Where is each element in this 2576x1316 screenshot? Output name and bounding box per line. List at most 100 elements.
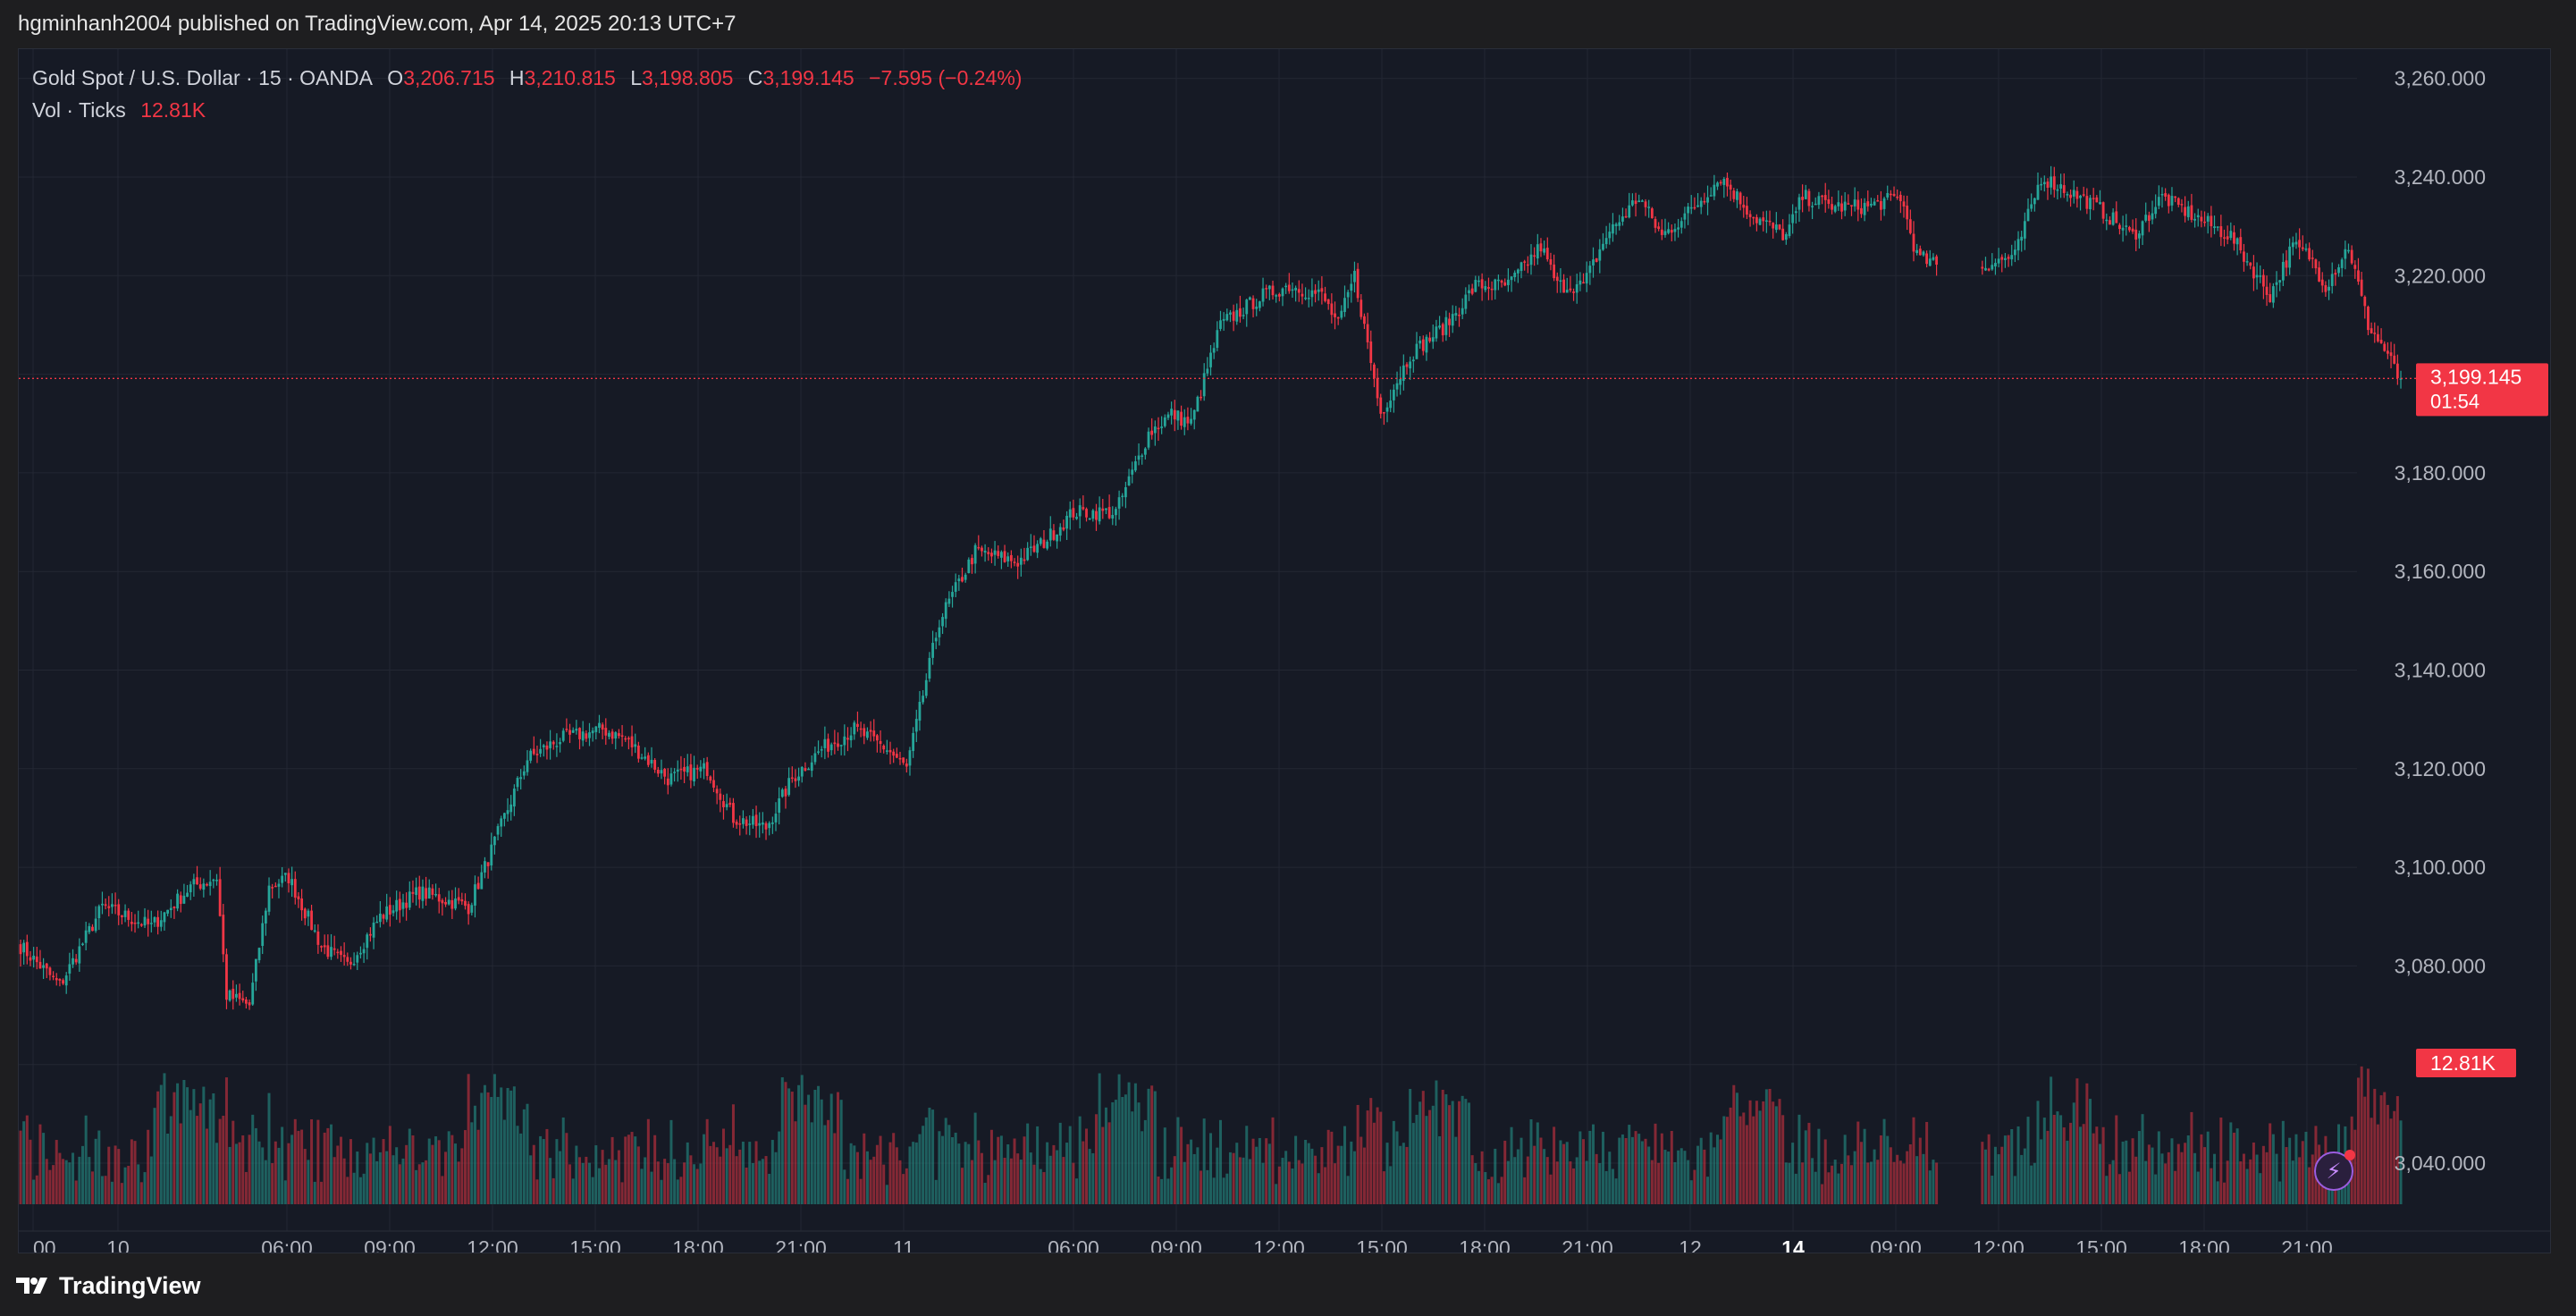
- volume-bar: [1764, 1089, 1768, 1204]
- candle-body: [139, 924, 143, 926]
- candle-body: [866, 731, 869, 738]
- candle-body: [1438, 325, 1441, 328]
- candle-body: [1157, 427, 1160, 430]
- time-tick-label: 12:00: [467, 1236, 518, 1253]
- volume-bar: [1886, 1135, 1890, 1204]
- volume-bar: [1634, 1131, 1637, 1204]
- candle-body: [987, 552, 990, 554]
- volume-bar: [1640, 1141, 1644, 1204]
- volume-bar: [532, 1144, 535, 1204]
- candle-body: [2271, 286, 2275, 303]
- symbol-title[interactable]: Gold Spot / U.S. Dollar · 15 · OANDA: [32, 66, 373, 89]
- volume-bar: [938, 1131, 941, 1204]
- candle-body: [378, 913, 382, 923]
- candle-body: [1202, 373, 1206, 397]
- volume-bar: [1435, 1080, 1438, 1204]
- candle-body: [1595, 257, 1598, 262]
- candle-body: [114, 905, 117, 907]
- lightning-icon[interactable]: ⚡: [2314, 1150, 2355, 1191]
- candle-body: [1029, 546, 1032, 548]
- candle-body: [208, 882, 212, 887]
- candle-body: [660, 770, 663, 774]
- volume-bar: [2311, 1154, 2314, 1204]
- volume-bar: [885, 1185, 888, 1204]
- volume-bar: [1190, 1139, 1193, 1204]
- candle-body: [2278, 280, 2282, 283]
- volume-bar: [218, 1118, 222, 1204]
- volume-bar: [326, 1127, 330, 1204]
- volume-bar: [2108, 1164, 2111, 1204]
- candle-body: [1163, 417, 1166, 426]
- volume-bar: [362, 1173, 366, 1204]
- time-tick-label: 21:00: [775, 1236, 827, 1253]
- time-axis[interactable]: 00 10 06:00 09:00 12:00 15:00 18:00 21:00 11 06:0…: [19, 1230, 2551, 1253]
- candle-body: [780, 789, 784, 797]
- candle-body: [732, 803, 735, 823]
- volume-bar: [1330, 1131, 1334, 1204]
- candle-body: [961, 577, 964, 582]
- candle-body: [630, 736, 634, 747]
- candle-body: [1458, 314, 1461, 316]
- candle-body: [856, 723, 859, 727]
- volume-bar: [1807, 1122, 1811, 1204]
- candle-body: [1451, 314, 1454, 326]
- candle-body: [444, 901, 447, 905]
- candle-body: [1706, 197, 1709, 203]
- candle-body: [480, 872, 484, 890]
- publisher-line: hgminhanh2004 published on TradingView.c…: [18, 12, 737, 36]
- candle-body: [699, 766, 703, 772]
- candle-body: [2291, 242, 2294, 248]
- volume-bar: [545, 1128, 549, 1204]
- volume-bar: [1833, 1160, 1837, 1204]
- candlestick-chart[interactable]: 3,260.000 3,240.000 3,220.000 3,180.000 3,16…: [19, 49, 2551, 1253]
- volume-bar: [1441, 1089, 1444, 1204]
- volume-bar: [1415, 1114, 1418, 1204]
- candle-body: [352, 964, 356, 966]
- volume-bar: [506, 1087, 509, 1204]
- volume-bar: [1569, 1161, 1572, 1204]
- volume-bar: [104, 1176, 107, 1204]
- volume-bar: [401, 1158, 405, 1204]
- volume-bar: [997, 1136, 1000, 1204]
- candle-body: [849, 735, 853, 741]
- candle-body: [1494, 279, 1497, 291]
- candle-body: [2000, 257, 2004, 260]
- candle-body: [1373, 364, 1376, 379]
- volume-bar: [133, 1141, 137, 1204]
- volume-bar: [1823, 1139, 1827, 1204]
- volume-bar: [303, 1149, 307, 1204]
- candle-body: [2151, 213, 2154, 220]
- candle-body: [1409, 361, 1412, 369]
- candle-body: [1487, 287, 1490, 289]
- volume-bar: [1317, 1173, 1320, 1204]
- candle-body: [1058, 527, 1062, 536]
- volume-bar: [186, 1087, 189, 1204]
- volume-bar: [372, 1137, 375, 1204]
- volume-bar: [699, 1163, 703, 1204]
- candle-body: [2340, 259, 2344, 268]
- chart-panel[interactable]: 3,260.000 3,240.000 3,220.000 3,180.000 3,16…: [18, 48, 2551, 1253]
- volume-bar: [196, 1116, 199, 1204]
- volume-bar: [535, 1179, 539, 1204]
- candle-body: [1219, 320, 1222, 329]
- volume-bar: [277, 1147, 281, 1204]
- volume-bar: [1326, 1129, 1330, 1204]
- price-axis[interactable]: 3,260.000 3,240.000 3,220.000 3,180.000 3,16…: [2395, 67, 2486, 1175]
- volume-bar: [663, 1159, 667, 1204]
- footer-brand[interactable]: TradingView: [16, 1270, 201, 1302]
- candle-body: [568, 730, 571, 735]
- volume-bar: [944, 1118, 947, 1204]
- volume-bar: [1768, 1088, 1772, 1204]
- volume-bar: [741, 1141, 745, 1204]
- volume-bar: [2137, 1131, 2141, 1204]
- time-tick-label: 00: [33, 1236, 56, 1253]
- candle-body: [490, 844, 493, 866]
- volume-bar: [1758, 1110, 1762, 1204]
- volume-bar: [107, 1146, 111, 1204]
- volume-bar: [1503, 1140, 1507, 1204]
- volume-bar: [1539, 1137, 1543, 1204]
- volume-label[interactable]: Vol · Ticks: [32, 98, 126, 122]
- volume-bar: [1991, 1176, 1994, 1204]
- candle-body: [2020, 236, 2024, 241]
- volume-bar: [1016, 1153, 1020, 1204]
